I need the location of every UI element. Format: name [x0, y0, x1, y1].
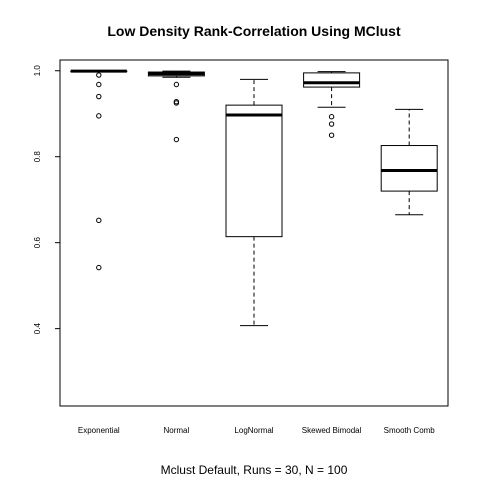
x-category-label: Skewed Bimodal: [302, 426, 362, 435]
chart-title: Low Density Rank-Correlation Using MClus…: [107, 23, 401, 39]
outlier-point: [173, 81, 180, 88]
x-category-label: LogNormal: [234, 426, 273, 435]
outlier-point: [328, 132, 335, 138]
box-lognormal: [225, 78, 283, 327]
x-axis-categories: Exponential Normal LogNormal Skewed Bimodal…: [78, 426, 435, 435]
y-tick-label: 0.8: [33, 151, 42, 163]
x-category-label: Exponential: [78, 426, 120, 435]
box-exponential: [70, 69, 128, 271]
outlier-point: [328, 114, 335, 120]
outlier-point: [96, 81, 102, 88]
outlier-point: [173, 100, 180, 106]
y-tick-label: 0.4: [33, 323, 42, 335]
x-axis-label: Mclust Default, Runs = 30, N = 100: [161, 463, 348, 477]
box-smooth-comb: [380, 108, 438, 216]
box-skewed-bimodal: [303, 71, 361, 138]
outlier-point: [96, 72, 102, 78]
box-normal: [147, 70, 205, 143]
outlier-point: [96, 264, 102, 271]
box-iqr: [303, 72, 361, 88]
outlier-point: [96, 93, 102, 100]
outlier-point: [173, 136, 180, 143]
x-category-label: Smooth Comb: [384, 426, 436, 435]
box-series: [70, 69, 438, 327]
box-iqr: [380, 145, 438, 192]
outlier-point: [96, 217, 102, 224]
box-iqr: [225, 104, 283, 238]
outlier-point: [328, 121, 335, 127]
outlier-point: [96, 113, 102, 119]
y-tick-label: 1.0: [33, 65, 42, 77]
y-tick-label: 0.6: [33, 237, 42, 249]
x-category-label: Normal: [164, 426, 190, 435]
y-axis: 0.4 0.6 0.8 1.0: [33, 65, 60, 335]
